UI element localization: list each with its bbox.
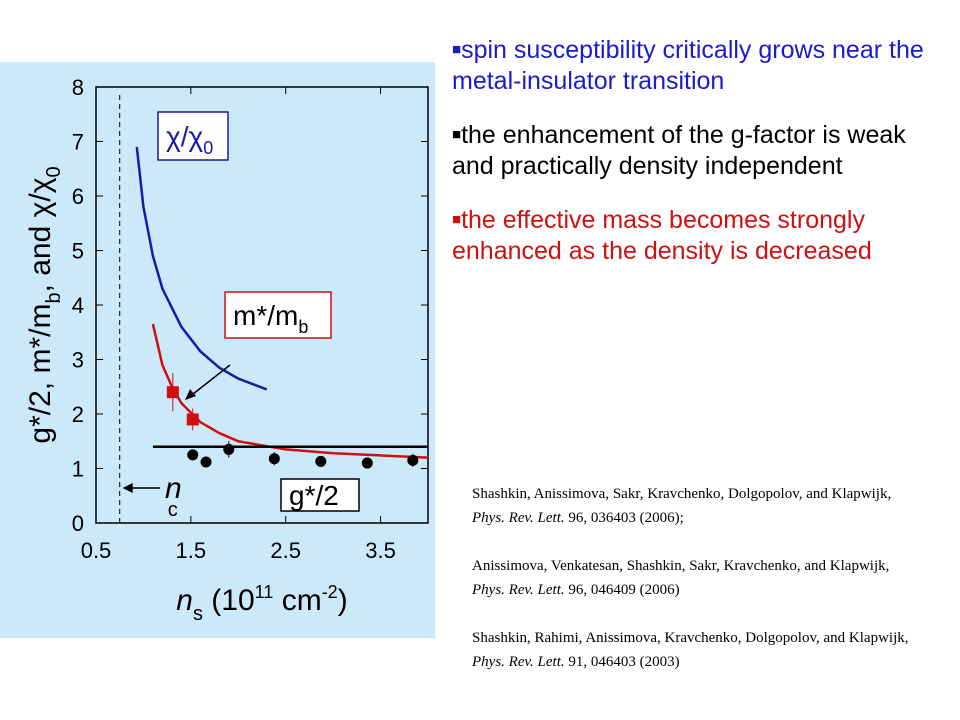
ref-journal: Phys. Rev. Lett.	[472, 510, 565, 526]
bullet-text: spin susceptibility critically grows nea…	[452, 36, 924, 95]
y-axis-label: g*/2, m*/mb, and χ/χ0	[24, 166, 65, 443]
x-label-text: cm	[273, 584, 321, 617]
nc-n: n	[165, 472, 182, 505]
bullet: ■the effective mass becomes strongly enh…	[452, 204, 952, 267]
x-label-sup: 11	[255, 582, 274, 602]
y-tick-label: 5	[72, 239, 84, 264]
data-point	[187, 449, 199, 461]
y-tick-label: 0	[72, 511, 84, 536]
legend-main: g*/2	[289, 480, 339, 511]
ref-journal: Phys. Rev. Lett.	[472, 654, 565, 670]
data-point	[315, 455, 327, 467]
ref-rest: 96, 036403 (2006);	[564, 510, 684, 526]
data-point	[407, 454, 419, 466]
legend-label: m*/mb	[233, 300, 308, 337]
x-label-text: )	[338, 584, 348, 617]
y-tick-label: 2	[72, 402, 84, 427]
bullet-marker: ■	[452, 211, 462, 228]
data-point	[223, 443, 235, 455]
y-tick-label: 6	[72, 184, 84, 209]
ref-rest: 96, 046409 (2006)	[564, 582, 680, 598]
ref-rest: 91, 046403 (2003)	[564, 654, 680, 670]
ref-authors: Anissimova, Venkatesan, Shashkin, Sakr, …	[472, 558, 890, 574]
x-label-sub: s	[193, 603, 203, 625]
x-label-text: (10	[203, 584, 255, 617]
ref-authors: Shashkin, Rahimi, Anissimova, Kravchenko…	[472, 630, 909, 646]
x-axis-label: ns (1011 cm-2)	[176, 582, 347, 625]
bullet-marker: ■	[452, 41, 462, 58]
y-tick-label: 3	[72, 348, 84, 373]
series-line	[151, 323, 429, 459]
x-tick-label: 0.5	[81, 538, 112, 563]
nc-sub: c	[168, 499, 178, 521]
ref-authors: Shashkin, Anissimova, Sakr, Kravchenko, …	[472, 486, 892, 502]
y-tick-label: 4	[72, 293, 84, 318]
y-tick-label: 8	[72, 75, 84, 100]
y-tick-label: 7	[72, 130, 84, 155]
legend-box	[280, 478, 360, 512]
x-tick-label: 1.5	[176, 538, 207, 563]
y-label-text: , and χ/χ	[24, 177, 57, 292]
bullets: ■spin susceptibility critically grows ne…	[452, 34, 952, 289]
x-label-sup: -2	[322, 582, 338, 602]
y-label-text: g*/2, m*/m	[24, 304, 57, 444]
reference: Shashkin, Anissimova, Sakr, Kravchenko, …	[472, 482, 912, 530]
legend-label: g*/2	[289, 480, 339, 511]
pointer-arrow	[187, 364, 231, 399]
data-point	[166, 386, 179, 399]
reference: Anissimova, Venkatesan, Shashkin, Sakr, …	[472, 554, 912, 602]
data-point	[200, 456, 212, 468]
x-tick-label: 2.5	[270, 538, 301, 563]
legend-main: m*/m	[233, 300, 298, 331]
x-tick-label: 3.5	[365, 538, 396, 563]
data-point	[186, 413, 199, 426]
bullet: ■the enhancement of the g-factor is weak…	[452, 119, 952, 182]
ref-journal: Phys. Rev. Lett.	[472, 582, 565, 598]
bullet: ■spin susceptibility critically grows ne…	[452, 34, 952, 97]
nc-arrowhead	[122, 483, 133, 493]
legend-main: χ/χ	[166, 121, 203, 152]
y-tick-label: 1	[72, 457, 84, 482]
y-label-sub: b	[43, 292, 65, 303]
series-line	[135, 146, 268, 391]
legend-box	[157, 111, 229, 161]
legend-box	[224, 291, 332, 339]
legend-sub: 0	[203, 138, 213, 158]
bullet-marker: ■	[452, 126, 462, 143]
data-point	[361, 457, 373, 469]
legend-sub: b	[298, 317, 308, 337]
y-label-sub: 0	[43, 166, 65, 177]
pointer-head	[185, 389, 196, 400]
x-label-n: n	[176, 584, 193, 617]
legend-label: χ/χ0	[166, 121, 213, 158]
bullet-text: the enhancement of the g-factor is weak …	[452, 121, 906, 180]
references: Shashkin, Anissimova, Sakr, Kravchenko, …	[472, 482, 912, 698]
data-point	[268, 453, 280, 465]
reference: Shashkin, Rahimi, Anissimova, Kravchenko…	[472, 626, 912, 674]
bullet-text: the effective mass becomes strongly enha…	[452, 206, 872, 265]
